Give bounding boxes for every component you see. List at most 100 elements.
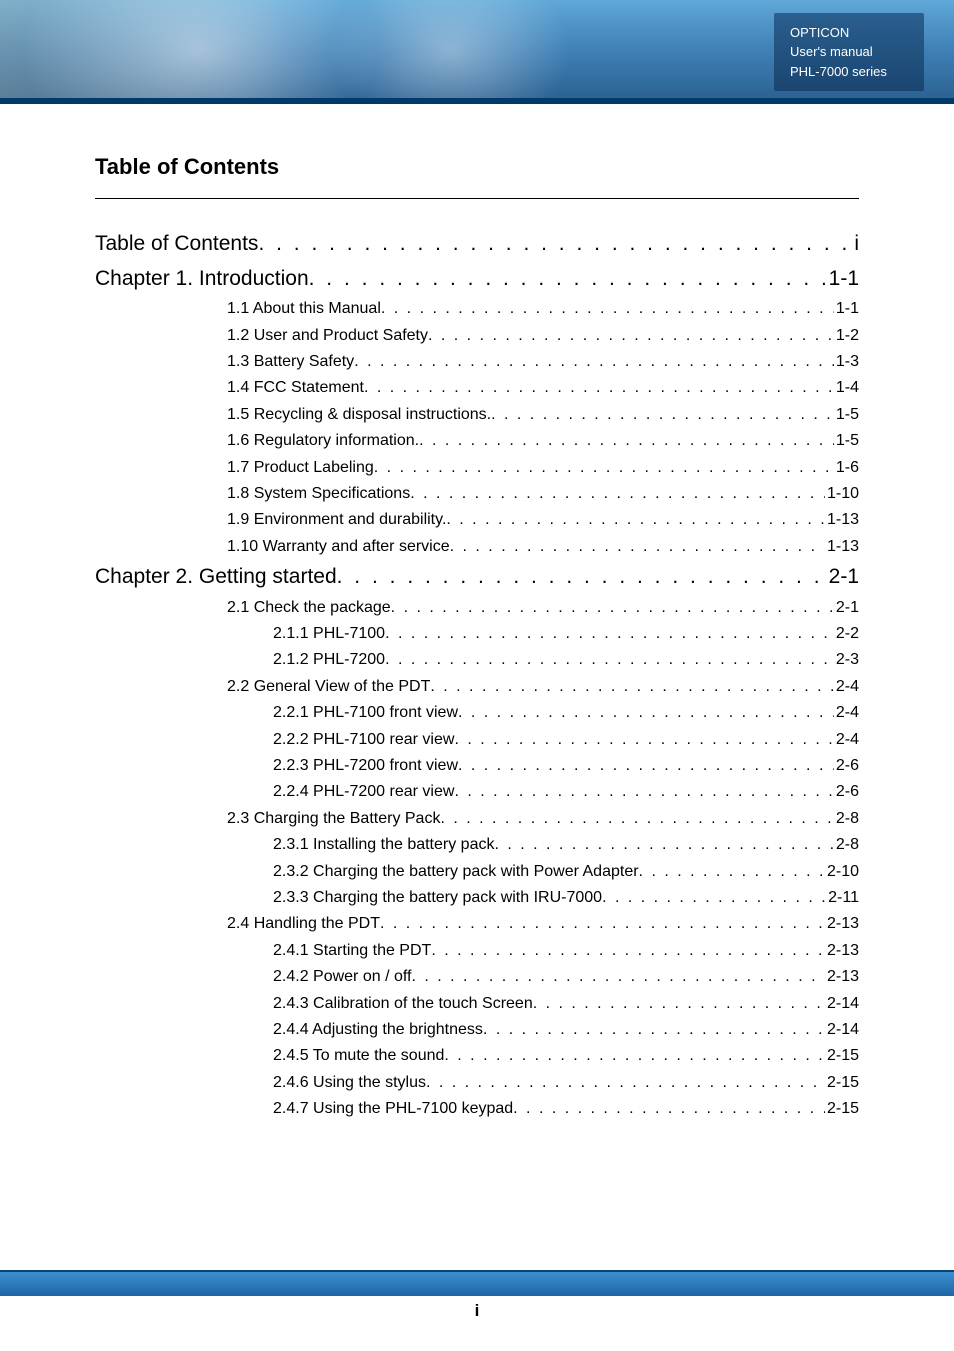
toc-entry-page: 1-13 — [825, 534, 859, 560]
toc-leader-dots: . . . . . . . . . . . . . . . . . . . . … — [440, 806, 833, 832]
header-line-2: User's manual — [790, 42, 902, 62]
toc-entry-label: 2.2.4 PHL-7200 rear view — [273, 779, 454, 805]
toc-entry: Table of Contents . . . . . . . . . . . … — [95, 227, 859, 261]
toc-entry-page: 2-13 — [825, 964, 859, 990]
toc-entry: 1.8 System Specifications . . . . . . . … — [95, 481, 859, 507]
toc-leader-dots: . . . . . . . . . . . . . . . . . . . . … — [381, 296, 834, 322]
toc-entry: 2.3.2 Charging the battery pack with Pow… — [95, 859, 859, 885]
toc-entry-label: 1.10 Warranty and after service — [227, 534, 450, 560]
content-area: Table of Contents Table of Contents . . … — [0, 104, 954, 1123]
toc-entry: 2.2.3 PHL-7200 front view . . . . . . . … — [95, 753, 859, 779]
toc-entry: 1.9 Environment and durability. . . . . … — [95, 507, 859, 533]
toc-entry: 2.4.1 Starting the PDT . . . . . . . . .… — [95, 938, 859, 964]
toc-entry-label: Chapter 2. Getting started — [95, 560, 337, 594]
toc-leader-dots: . . . . . . . . . . . . . . . . . . . . … — [410, 481, 825, 507]
toc-entry-page: 2-15 — [825, 1070, 859, 1096]
toc-leader-dots: . . . . . . . . . . . . . . . . . . . . … — [411, 964, 825, 990]
toc-entry-label: 2.3.3 Charging the battery pack with IRU… — [273, 885, 602, 911]
toc-entry: 2.4 Handling the PDT . . . . . . . . . .… — [95, 911, 859, 937]
toc-leader-dots: . . . . . . . . . . . . . . . . . . . . … — [391, 595, 834, 621]
toc-entry-label: 1.3 Battery Safety — [227, 349, 354, 375]
toc-leader-dots: . . . . . . . . . . . . . . . . . . . . … — [533, 991, 825, 1017]
toc-title: Table of Contents — [95, 154, 859, 180]
toc-leader-dots: . . . . . . . . . . . . . . . . . . . . … — [337, 560, 827, 594]
toc-entry-label: 1.5 Recycling & disposal instructions. — [227, 402, 491, 428]
toc-entry: 1.4 FCC Statement . . . . . . . . . . . … — [95, 375, 859, 401]
toc-entry: 1.7 Product Labeling . . . . . . . . . .… — [95, 455, 859, 481]
toc-entry-page: 1-1 — [834, 296, 859, 322]
toc-entry-label: 2.1.2 PHL-7200 — [273, 647, 385, 673]
toc-entry-label: Chapter 1. Introduction — [95, 262, 309, 296]
toc-entry-page: 1-1 — [827, 262, 859, 296]
toc-leader-dots: . . . . . . . . . . . . . . . . . . . . … — [354, 349, 834, 375]
toc-entry: 1.6 Regulatory information. . . . . . . … — [95, 428, 859, 454]
toc-leader-dots: . . . . . . . . . . . . . . . . . . . . … — [374, 455, 834, 481]
toc-entry-page: 2-13 — [825, 938, 859, 964]
toc-entry-page: 1-6 — [834, 455, 859, 481]
toc-entry: 1.2 User and Product Safety . . . . . . … — [95, 323, 859, 349]
page-number: i — [0, 1301, 954, 1321]
toc-entry-label: 2.4.7 Using the PHL-7100 keypad — [273, 1096, 513, 1122]
toc-entry: 2.4.4 Adjusting the brightness . . . . .… — [95, 1017, 859, 1043]
toc-entry: 2.4.3 Calibration of the touch Screen . … — [95, 991, 859, 1017]
toc-entry-page: 2-8 — [834, 806, 859, 832]
toc-entry-page: 1-13 — [825, 507, 859, 533]
toc-leader-dots: . . . . . . . . . . . . . . . . . . . . … — [428, 323, 834, 349]
toc-leader-dots: . . . . . . . . . . . . . . . . . . . . … — [309, 262, 827, 296]
toc-entry-page: 2-15 — [825, 1096, 859, 1122]
toc-leader-dots: . . . . . . . . . . . . . . . . . . . . … — [431, 938, 825, 964]
toc-entry-page: 2-11 — [826, 885, 859, 911]
toc-entry: 1.1 About this Manual . . . . . . . . . … — [95, 296, 859, 322]
toc-entry: 1.5 Recycling & disposal instructions. .… — [95, 402, 859, 428]
toc-entry: 2.3.1 Installing the battery pack . . . … — [95, 832, 859, 858]
toc-leader-dots: . . . . . . . . . . . . . . . . . . . . … — [454, 727, 833, 753]
toc-entry-label: 2.4.6 Using the stylus — [273, 1070, 426, 1096]
toc-leader-dots: . . . . . . . . . . . . . . . . . . . . … — [258, 227, 852, 261]
toc-entry-label: 2.2.1 PHL-7100 front view — [273, 700, 458, 726]
toc-entry-page: 2-6 — [834, 753, 859, 779]
toc-entry-page: 2-15 — [825, 1043, 859, 1069]
toc-entry-label: 2.4.5 To mute the sound — [273, 1043, 444, 1069]
toc-leader-dots: . . . . . . . . . . . . . . . . . . . . … — [458, 753, 834, 779]
toc-entry-page: 2-4 — [834, 727, 859, 753]
toc-entry-label: 2.2.3 PHL-7200 front view — [273, 753, 458, 779]
toc-entry-label: 2.4.3 Calibration of the touch Screen — [273, 991, 533, 1017]
toc-leader-dots: . . . . . . . . . . . . . . . . . . . . … — [454, 779, 833, 805]
toc-entry: 2.1 Check the package . . . . . . . . . … — [95, 595, 859, 621]
toc-entry: 2.4.2 Power on / off . . . . . . . . . .… — [95, 964, 859, 990]
toc-leader-dots: . . . . . . . . . . . . . . . . . . . . … — [458, 700, 834, 726]
toc-entry: 2.2.1 PHL-7100 front view . . . . . . . … — [95, 700, 859, 726]
toc-entry-page: 2-4 — [834, 700, 859, 726]
toc-entry-label: 2.4 Handling the PDT — [227, 911, 380, 937]
toc-leader-dots: . . . . . . . . . . . . . . . . . . . . … — [364, 375, 834, 401]
toc-entry-label: 2.2 General View of the PDT — [227, 674, 430, 700]
header-line-1: OPTICON — [790, 23, 902, 43]
toc-entry-label: 2.3.2 Charging the battery pack with Pow… — [273, 859, 639, 885]
toc-entry-page: 1-2 — [834, 323, 859, 349]
toc-leader-dots: . . . . . . . . . . . . . . . . . . . . … — [444, 1043, 825, 1069]
toc-entry-label: 2.4.4 Adjusting the brightness — [273, 1017, 483, 1043]
toc-entry: Chapter 1. Introduction . . . . . . . . … — [95, 262, 859, 296]
toc-container: Table of Contents . . . . . . . . . . . … — [95, 227, 859, 1123]
toc-entry: 1.10 Warranty and after service . . . . … — [95, 534, 859, 560]
toc-leader-dots: . . . . . . . . . . . . . . . . . . . . … — [639, 859, 825, 885]
footer-bar — [0, 1270, 954, 1296]
toc-entry-page: 2-10 — [825, 859, 859, 885]
toc-entry-label: 2.1 Check the package — [227, 595, 391, 621]
toc-entry-page: 1-4 — [834, 375, 859, 401]
toc-entry: 2.1.2 PHL-7200 . . . . . . . . . . . . .… — [95, 647, 859, 673]
toc-entry-page: 2-13 — [825, 911, 859, 937]
toc-entry-label: Table of Contents — [95, 227, 258, 261]
toc-entry-page: i — [852, 227, 859, 261]
toc-entry-page: 2-2 — [834, 621, 859, 647]
toc-leader-dots: . . . . . . . . . . . . . . . . . . . . … — [430, 674, 834, 700]
toc-entry: 2.3.3 Charging the battery pack with IRU… — [95, 885, 859, 911]
toc-entry-page: 1-3 — [834, 349, 859, 375]
toc-entry: 2.2.4 PHL-7200 rear view . . . . . . . .… — [95, 779, 859, 805]
toc-leader-dots: . . . . . . . . . . . . . . . . . . . . … — [426, 1070, 825, 1096]
toc-leader-dots: . . . . . . . . . . . . . . . . . . . . … — [483, 1017, 825, 1043]
toc-entry-label: 1.7 Product Labeling — [227, 455, 374, 481]
toc-leader-dots: . . . . . . . . . . . . . . . . . . . . … — [491, 402, 834, 428]
horizontal-rule — [95, 198, 859, 199]
toc-entry-page: 1-10 — [825, 481, 859, 507]
